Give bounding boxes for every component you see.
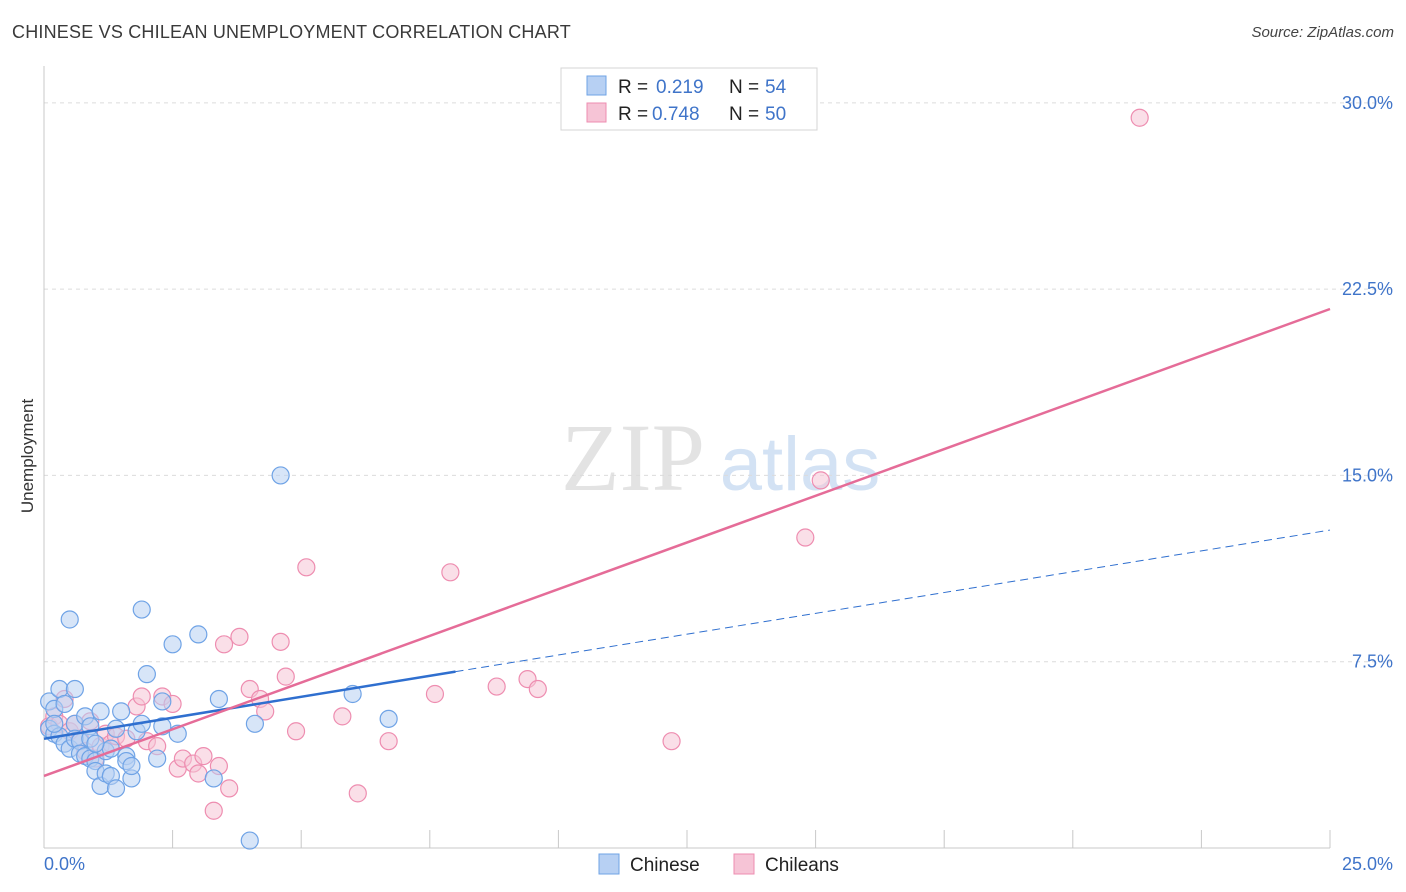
chart-title: CHINESE VS CHILEAN UNEMPLOYMENT CORRELAT… (12, 22, 571, 42)
point-chileans (194, 746, 213, 766)
trend-line-chinese (43, 670, 456, 740)
legend-n-value-1: 54 (765, 77, 787, 98)
bottom-legend-swatch-chileans (733, 853, 755, 875)
series-legend: Chinese Chileans (598, 853, 839, 876)
point-chileans (271, 632, 290, 651)
legend-r-label-1: R = (618, 77, 648, 98)
point-chinese (137, 665, 156, 684)
point-chinese (153, 692, 172, 711)
bottom-legend-swatch-chinese (598, 853, 620, 875)
legend-r-label-2: R = (618, 104, 648, 125)
point-chileans (487, 677, 506, 696)
correlation-legend: R = 0.219 N = 54 R = 0.748 N = 50 (560, 67, 818, 131)
point-chileans (204, 801, 223, 820)
point-chileans (214, 635, 234, 654)
point-chileans (1130, 108, 1149, 127)
axes: 7.5% 15.0% 22.5% 30.0% 0.0% 25.0% (43, 66, 1393, 874)
point-chinese (204, 769, 223, 788)
point-chinese (148, 749, 167, 768)
point-chileans (286, 722, 306, 741)
trend-line-chileans (43, 307, 1331, 778)
gridlines (44, 102, 1392, 663)
legend-n-label-1: N = (729, 77, 759, 98)
point-chinese (65, 679, 84, 699)
point-chinese (189, 625, 208, 644)
point-chinese (106, 779, 126, 798)
point-chinese (132, 600, 151, 619)
y-tick-label: 22.5% (1342, 279, 1393, 299)
legend-r-value-1: 0.219 (656, 77, 704, 98)
x-tick-label: 0.0% (44, 854, 85, 874)
bottom-legend-label-chinese: Chinese (630, 855, 700, 876)
point-chileans (276, 667, 295, 686)
point-chileans (796, 528, 815, 547)
point-chinese (240, 831, 259, 850)
data-points (40, 108, 1149, 850)
legend-n-value-2: 50 (765, 104, 786, 125)
legend-swatch-chileans (586, 102, 607, 123)
trend-line-chinese-extension (455, 529, 1331, 673)
point-chileans (189, 764, 208, 783)
point-chileans (379, 732, 398, 751)
watermark-atlas: atlas (720, 422, 881, 507)
y-tick-label: 15.0% (1342, 465, 1393, 485)
point-chinese (60, 610, 79, 629)
y-axis-title: Unemployment (18, 399, 37, 514)
point-chileans (425, 684, 445, 704)
point-chileans (297, 558, 316, 577)
point-chinese (86, 734, 105, 753)
point-chileans (348, 784, 367, 803)
bottom-legend-label-chileans: Chileans (765, 855, 839, 876)
point-chileans (811, 471, 830, 490)
point-chinese (379, 709, 398, 728)
point-chinese (91, 702, 110, 721)
point-chinese (55, 694, 74, 714)
point-chileans (230, 627, 249, 646)
trend-lines (43, 307, 1331, 778)
point-chinese (122, 756, 141, 776)
point-chileans (333, 707, 352, 726)
point-chinese (209, 689, 228, 709)
y-tick-label: 7.5% (1352, 652, 1393, 672)
point-chinese (112, 702, 131, 721)
point-chinese (271, 466, 290, 485)
point-chinese (245, 714, 265, 733)
x-tick-label: 25.0% (1342, 854, 1393, 874)
point-chileans (132, 687, 151, 706)
y-tick-label: 30.0% (1342, 93, 1393, 113)
point-chinese (163, 635, 182, 654)
watermark-zip: ZIP (561, 404, 705, 511)
legend-n-label-2: N = (729, 104, 759, 125)
point-chinese (45, 714, 64, 733)
source-credit: Source: ZipAtlas.com (1251, 24, 1394, 41)
point-chileans (220, 779, 239, 798)
point-chileans (662, 732, 681, 751)
point-chileans (441, 563, 460, 582)
legend-swatch-chinese (586, 75, 607, 96)
legend-r-value-2: 0.748 (652, 104, 700, 125)
point-chileans (528, 679, 547, 699)
